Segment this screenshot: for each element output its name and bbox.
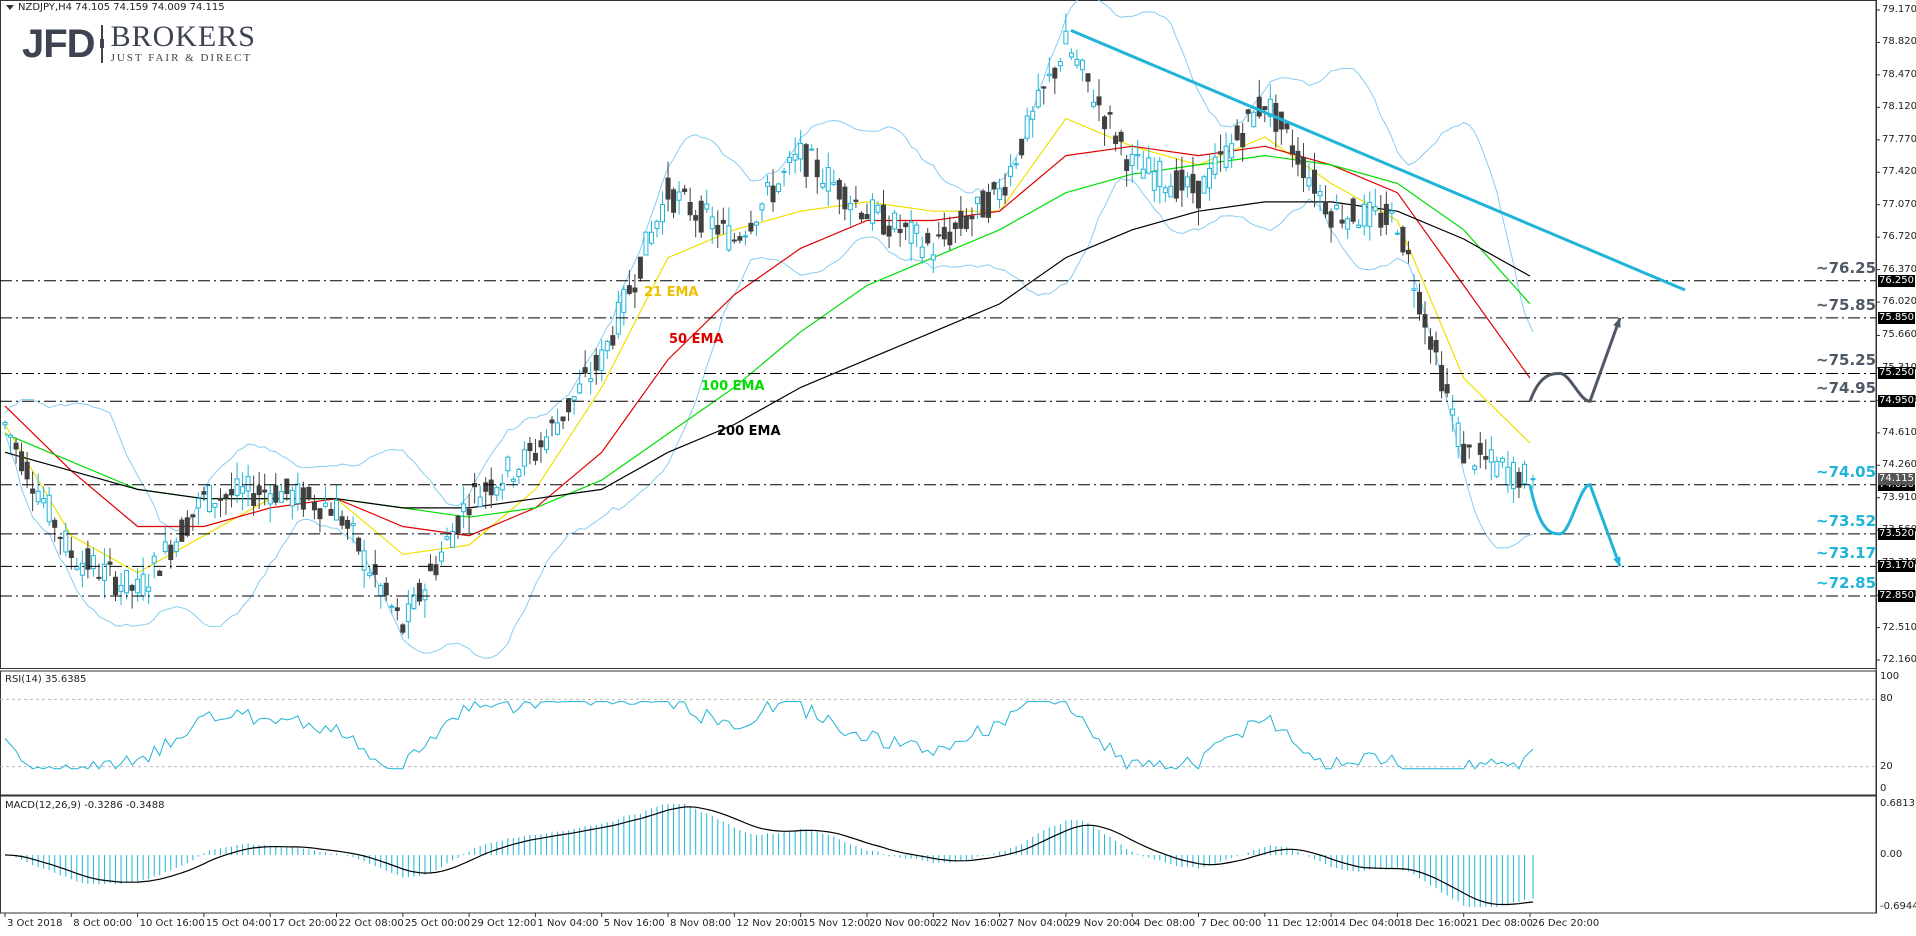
- price-axis-label: 72.160: [1882, 654, 1916, 665]
- rsi-axis-label: 20: [1880, 760, 1893, 772]
- time-axis-label: 25 Oct 00:00: [404, 918, 471, 929]
- ema-line-100: [4, 154, 1531, 518]
- level-price-tag: 75.250: [1878, 367, 1915, 380]
- level-annotation: ~74.95: [1816, 379, 1877, 398]
- ema-label: 100 EMA: [701, 379, 765, 394]
- price-axis-label: 76.370: [1882, 263, 1916, 275]
- symbol-info: NZDJPY,H4 74.105 74.159 74.009 74.115: [18, 2, 225, 13]
- bullish-scenario-arrow-head-icon: [1613, 317, 1621, 328]
- price-axis-label: 74.610: [1882, 426, 1916, 438]
- time-axis-label: 14 Dec 04:00: [1333, 918, 1401, 929]
- price-axis-label: 73.910: [1882, 491, 1916, 503]
- level-price-tag: 74.950: [1878, 395, 1915, 408]
- level-annotation: ~74.05: [1816, 462, 1877, 481]
- time-axis-label: 1 Nov 04:00: [537, 918, 599, 929]
- level-annotation: ~75.85: [1816, 295, 1877, 314]
- time-axis-label: 27 Nov 04:00: [1001, 918, 1069, 929]
- ema-label: 21 EMA: [644, 285, 699, 300]
- level-price-tag: 73.520: [1878, 527, 1915, 540]
- bearish-scenario-arrow: [1528, 483, 1622, 567]
- price-axis-label: 78.470: [1882, 68, 1916, 80]
- logo-tagline: JUST FAIR & DIRECT: [110, 52, 253, 64]
- macd-axis-label: 0.00: [1880, 849, 1903, 860]
- time-axis-label: 8 Nov 08:00: [670, 918, 732, 929]
- time-axis-label: 15 Oct 04:00: [205, 918, 272, 929]
- time-axis-label: 4 Dec 08:00: [1134, 918, 1196, 929]
- time-axis-label: 26 Dec 20:00: [1532, 918, 1600, 929]
- ema-label: 200 EMA: [717, 424, 781, 439]
- level-price-tag: 76.250: [1878, 274, 1915, 287]
- level-annotation: ~73.17: [1816, 544, 1877, 563]
- macd-histogram: [10, 804, 1534, 907]
- jfd-brokers-logo: JFD BROKERS JUST FAIR & DIRECT: [22, 22, 256, 66]
- ema-label: 50 EMA: [669, 332, 724, 347]
- time-axis-label: 20 Nov 00:00: [868, 918, 937, 929]
- macd-label: MACD(12,26,9) -0.3286 -0.3488: [5, 800, 165, 811]
- macd-pane: [0, 795, 1877, 914]
- time-axis-label: 3 Oct 2018: [7, 918, 63, 929]
- price-axis-label: 75.310: [1882, 362, 1916, 373]
- bearish-scenario-arrow-head-icon: [1613, 556, 1621, 567]
- price-axis-label: 77.770: [1882, 133, 1916, 145]
- level-annotation: ~72.85: [1816, 574, 1877, 593]
- bollinger-band-up: [4, 0, 1534, 532]
- time-axis-label: 10 Oct 16:00: [139, 918, 205, 929]
- time-axis-label: 17 Oct 20:00: [272, 918, 338, 929]
- rsi-line: [4, 700, 1534, 770]
- rsi-pane: [0, 670, 1877, 796]
- macd-axis-label: -0.6944: [1880, 901, 1916, 912]
- level-annotation: ~76.25: [1816, 258, 1877, 277]
- level-price-tag: 72.850: [1878, 590, 1915, 603]
- level-annotation: ~73.52: [1816, 511, 1877, 530]
- main-pane: [0, 0, 1877, 669]
- time-axis-label: 8 Oct 00:00: [73, 918, 133, 929]
- ema-line-50: [4, 145, 1531, 537]
- current-price-tag: 74.115: [1878, 472, 1915, 485]
- bollinger-band-lo: [4, 177, 1534, 659]
- price-axis-label: 72.510: [1882, 621, 1916, 633]
- time-axis-label: 5 Nov 16:00: [603, 918, 665, 929]
- rsi-axis-label: 80: [1880, 693, 1893, 705]
- price-axis-label: 79.170: [1882, 4, 1916, 15]
- level-price-tag: 73.170: [1878, 560, 1915, 573]
- dropdown-triangle-icon[interactable]: [6, 4, 14, 10]
- time-axis-label: 15 Nov 12:00: [802, 918, 871, 929]
- logo-name: BROKERS: [110, 20, 256, 53]
- downtrend-line[interactable]: [1070, 29, 1686, 292]
- candlesticks: [2, 13, 1536, 639]
- rsi-label: RSI(14) 35.6385: [5, 674, 87, 685]
- price-axis-label: 74.260: [1882, 459, 1916, 471]
- price-axis-label: 78.120: [1882, 101, 1916, 113]
- price-axis-label: 76.720: [1882, 231, 1916, 243]
- price-axis-label: 77.420: [1882, 166, 1916, 178]
- symbol-header: NZDJPY,H4 74.105 74.159 74.009 74.115: [6, 2, 225, 13]
- rsi-axis-label: 100: [1880, 671, 1900, 682]
- price-axis-label: 75.660: [1882, 329, 1916, 341]
- time-axis-label: 11 Dec 12:00: [1266, 918, 1335, 929]
- level-annotation: ~75.25: [1816, 351, 1877, 370]
- logo-separator: [99, 25, 104, 63]
- macd-signal-line: [4, 806, 1534, 906]
- price-axis-label: 78.820: [1882, 36, 1916, 48]
- time-axis-label: 7 Dec 00:00: [1200, 918, 1262, 929]
- time-axis-label: 22 Nov 16:00: [935, 918, 1003, 929]
- time-axis-label: 21 Dec 08:00: [1465, 918, 1533, 929]
- price-axis-label: 77.070: [1882, 198, 1916, 210]
- time-axis-label: 29 Oct 12:00: [471, 918, 537, 929]
- bullish-scenario-arrow: [1528, 317, 1622, 403]
- time-axis-label: 18 Dec 16:00: [1399, 918, 1467, 929]
- time-axis-label: 12 Nov 20:00: [736, 918, 804, 929]
- level-price-tag: 75.850: [1878, 311, 1915, 324]
- price-axis-label: 76.020: [1882, 296, 1916, 308]
- time-axis-label: 29 Nov 20:00: [1067, 918, 1136, 929]
- logo-mark: JFD: [22, 22, 96, 66]
- rsi-axis-label: 0: [1880, 783, 1887, 794]
- ema-line-200: [4, 201, 1531, 509]
- macd-axis-label: 0.6813: [1880, 798, 1915, 809]
- time-axis-label: 22 Oct 08:00: [338, 918, 404, 929]
